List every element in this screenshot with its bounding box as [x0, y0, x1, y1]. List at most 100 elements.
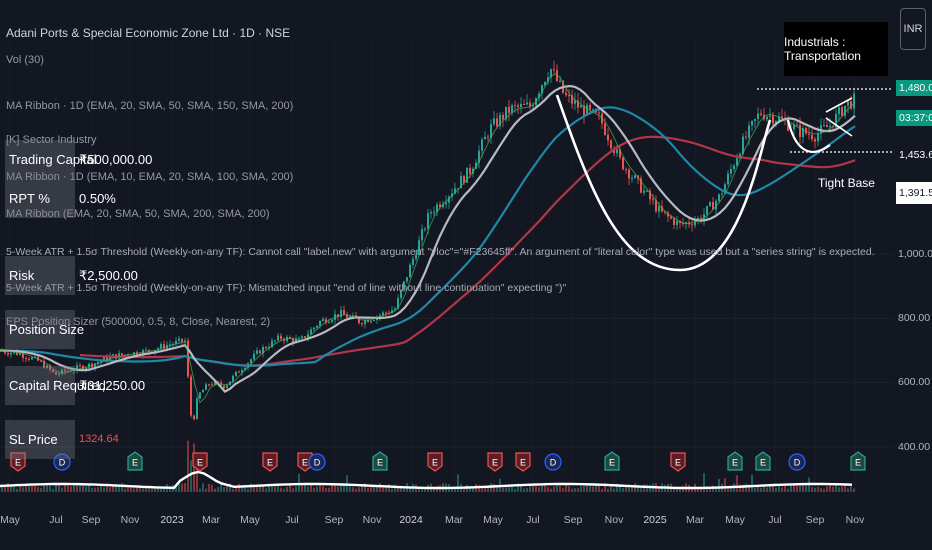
volume-bar — [331, 483, 333, 492]
indicator-volume[interactable]: Vol (30) — [6, 54, 44, 66]
volume-bar — [58, 483, 60, 492]
indicator-sector-industry[interactable]: [K] Sector Industry — [6, 134, 97, 146]
candle-body — [850, 101, 852, 109]
volume-bar — [541, 483, 543, 492]
earnings-marker-icon[interactable]: E — [604, 451, 620, 471]
volume-bar — [13, 486, 15, 492]
dividend-marker-icon[interactable]: D — [308, 453, 326, 471]
indicator-eps-sizer[interactable]: EPS Position Sizer (500000, 0.5, 8, Clos… — [6, 316, 271, 328]
volume-bar — [748, 484, 750, 492]
volume-bar — [679, 488, 681, 492]
candle-body — [841, 107, 843, 116]
candle-body — [673, 218, 675, 226]
volume-bar — [253, 485, 255, 492]
trading-capital-label: Trading Capital — [5, 140, 97, 179]
volume-bar — [76, 485, 78, 492]
earnings-marker-icon[interactable]: E — [427, 452, 443, 472]
volume-bar — [235, 485, 237, 492]
candle-body — [310, 329, 312, 335]
dividend-marker-icon[interactable]: D — [788, 453, 806, 471]
candle-body — [649, 190, 651, 200]
volume-bar — [115, 484, 117, 492]
volume-bar — [646, 484, 648, 492]
candle-body — [400, 290, 402, 299]
symbol-title[interactable]: Adani Ports & Special Economic Zone Ltd … — [6, 26, 291, 40]
candle-body — [550, 69, 552, 78]
earnings-marker-icon[interactable]: E — [487, 452, 503, 472]
earnings-badge — [755, 451, 771, 471]
time-axis-label: 2025 — [643, 514, 667, 526]
time-axis-label: May — [725, 514, 745, 526]
indicator-atr-error-1[interactable]: 5-Week ATR + 1.5σ Threshold (Weekly-on-a… — [6, 246, 875, 258]
event-letter: D — [314, 458, 321, 468]
indicator-atr-error-2[interactable]: 5-Week ATR + 1.5σ Threshold (Weekly-on-a… — [6, 282, 567, 294]
candle-body — [445, 202, 447, 205]
volume-bar — [832, 486, 834, 492]
candle-body — [853, 93, 855, 109]
candle-body — [721, 193, 723, 195]
volume-bar — [556, 484, 558, 492]
dividend-marker-icon[interactable]: D — [53, 453, 71, 471]
candle-body — [433, 211, 435, 213]
volume-bar — [124, 488, 126, 492]
indicator-ma-ribbon-1[interactable]: MA Ribbon · 1D (EMA, 20, SMA, 50, SMA, 1… — [6, 100, 294, 112]
candle-body — [406, 277, 408, 282]
volume-bar — [403, 488, 405, 492]
earnings-marker-icon[interactable]: E — [372, 451, 388, 471]
volume-bar — [46, 483, 48, 492]
volume-bar — [325, 487, 327, 492]
indicator-ma-ribbon-2[interactable]: MA Ribbon · 1D (EMA, 10, EMA, 20, SMA, 1… — [6, 171, 294, 183]
earnings-marker-icon[interactable]: E — [10, 452, 26, 472]
candle-body — [613, 148, 615, 154]
candle-body — [331, 319, 333, 322]
earnings-marker-icon[interactable]: E — [727, 451, 743, 471]
earnings-marker-icon[interactable]: E — [850, 451, 866, 471]
earnings-marker-icon[interactable]: E — [127, 451, 143, 471]
volume-bar — [847, 488, 849, 492]
event-letter: E — [609, 458, 615, 468]
volume-bar — [121, 483, 123, 492]
candle-body — [436, 204, 438, 212]
candle-body — [664, 211, 666, 213]
volume-bar — [574, 488, 576, 492]
candle-body — [10, 352, 12, 355]
volume-bar — [379, 483, 381, 492]
volume-bar — [187, 440, 189, 492]
dividend-marker-icon[interactable]: D — [544, 453, 562, 471]
volume-bar — [610, 485, 612, 492]
candle-body — [175, 340, 177, 345]
candle-body — [238, 371, 240, 373]
earnings-marker-icon[interactable]: E — [297, 452, 313, 472]
event-letter: D — [550, 458, 557, 468]
candle-body — [241, 370, 243, 373]
candle-body — [187, 340, 189, 377]
candle-body — [217, 381, 219, 383]
candle-body — [253, 353, 255, 360]
earnings-marker-icon[interactable]: E — [192, 452, 208, 472]
candle-body — [211, 384, 213, 386]
currency-button[interactable]: INR — [900, 8, 926, 50]
indicator-ma-ribbon-3[interactable]: MA Ribbon (EMA, 20, SMA, 50, SMA, 200, S… — [6, 208, 270, 220]
candle-body — [412, 258, 414, 265]
volume-bar — [472, 487, 474, 492]
time-axis-label: Mar — [444, 514, 464, 526]
table-row: RPT % 0.50% — [5, 179, 180, 218]
volume-bar — [577, 488, 579, 492]
earnings-marker-icon[interactable]: E — [670, 452, 686, 472]
volume-bar — [559, 485, 561, 492]
earnings-marker-icon[interactable]: E — [515, 452, 531, 472]
volume-bar — [631, 486, 633, 492]
earnings-marker-icon[interactable]: E — [755, 451, 771, 471]
time-axis-label: Jul — [49, 514, 63, 526]
candle-body — [712, 202, 714, 210]
candle-body — [316, 325, 318, 328]
candle-body — [319, 321, 321, 326]
volume-bar — [802, 483, 804, 492]
event-letter: E — [855, 458, 861, 468]
candle-body — [403, 281, 405, 291]
earnings-marker-icon[interactable]: E — [262, 452, 278, 472]
level-tag-1391: 1,391.55 — [896, 182, 932, 204]
volume-bar — [70, 486, 72, 492]
